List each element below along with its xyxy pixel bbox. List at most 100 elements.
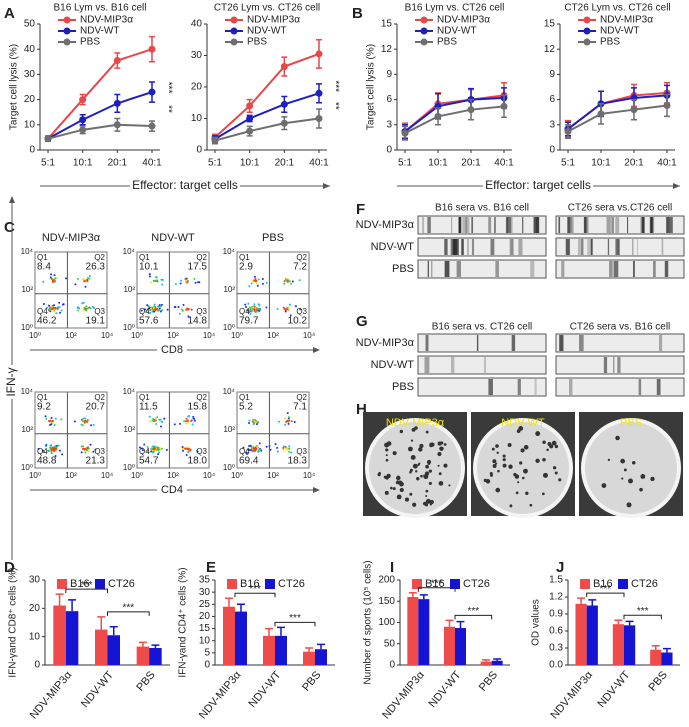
- quadrant-name: Q1: [139, 393, 150, 402]
- x-tick-label: 5:1: [208, 158, 222, 169]
- event-dot: [184, 447, 187, 450]
- event-dot: [86, 307, 89, 310]
- quadrant-value: 17.5: [188, 262, 208, 273]
- x-axis-label: Effector: target cells: [485, 178, 591, 192]
- x-tick-label: 20:1: [461, 158, 481, 169]
- event-dot: [249, 307, 252, 310]
- flow-x-label: CD8: [161, 344, 183, 356]
- event-dot: [249, 444, 252, 447]
- legend-label: CT26: [631, 578, 658, 590]
- y-tick-label: 10: [199, 635, 211, 646]
- event-dot: [65, 277, 68, 280]
- spot: [443, 443, 447, 446]
- event-dot: [187, 448, 190, 451]
- error-bar: [577, 597, 586, 604]
- chart-title: B16 Lym vs. CT26 cell: [405, 3, 505, 14]
- significance-bracket: [454, 614, 493, 620]
- legend-label: NDV-MIP3α: [247, 15, 300, 26]
- blot-band: [422, 217, 425, 233]
- point: [280, 119, 288, 127]
- blot-band: [461, 239, 464, 255]
- spot: [412, 502, 417, 507]
- event-dot: [157, 453, 160, 456]
- x-tick-label: 40:1: [657, 158, 677, 169]
- blot-band: [611, 217, 614, 233]
- event-dot: [148, 415, 151, 418]
- significance-bracket: [417, 587, 456, 592]
- legend-label: PBS: [80, 37, 100, 48]
- event-dot: [150, 307, 153, 310]
- spot: [554, 471, 558, 475]
- event-dot: [276, 446, 279, 449]
- event-dot: [140, 309, 143, 312]
- event-dot: [80, 418, 83, 421]
- spot: [392, 487, 396, 491]
- spot: [425, 430, 429, 434]
- y-tick-label: 10⁴: [123, 247, 136, 256]
- bar: [650, 649, 662, 665]
- point: [113, 57, 121, 65]
- event-dot: [60, 309, 63, 312]
- event-dot: [179, 282, 182, 285]
- spot: [601, 483, 607, 488]
- spot: [423, 474, 426, 477]
- quadrant-value: 10.1: [139, 262, 159, 273]
- event-dot: [94, 448, 97, 451]
- event-dot: [242, 446, 245, 449]
- spot: [440, 441, 444, 445]
- y-tick-label: 40: [191, 19, 203, 30]
- event-dot: [185, 420, 188, 423]
- blot-strip: [417, 237, 547, 257]
- event-dot: [152, 306, 155, 309]
- point: [246, 115, 254, 122]
- event-dot: [152, 417, 155, 420]
- y-tick-label: 10²: [21, 425, 33, 434]
- legend-label: B16: [70, 578, 90, 590]
- event-dot: [51, 448, 54, 451]
- event-dot: [160, 303, 163, 306]
- arrow-head: [9, 196, 15, 203]
- quadrant-name: Q1: [37, 393, 48, 402]
- y-tick-label: 30: [24, 69, 36, 80]
- event-dot: [55, 312, 58, 315]
- quadrant-value: 11.5: [139, 402, 158, 413]
- event-dot: [149, 420, 152, 423]
- panel-label: F: [356, 201, 365, 218]
- y-axis-label: IFN-γand CD4⁺ cells (%): [178, 567, 189, 677]
- blot-band: [603, 357, 608, 373]
- event-dot: [84, 307, 87, 310]
- x-axis-label: Effector: target cells: [132, 178, 238, 192]
- event-dot: [181, 449, 184, 452]
- label-bg: [157, 343, 187, 357]
- blot-band: [613, 261, 619, 277]
- event-dot: [149, 309, 152, 312]
- event-dot: [180, 279, 183, 282]
- x-tick-label: 10²: [267, 331, 279, 340]
- event-dot: [185, 453, 188, 456]
- event-dot: [76, 277, 79, 280]
- event-dot: [192, 415, 195, 418]
- point: [434, 112, 442, 120]
- event-dot: [248, 285, 251, 288]
- spot: [414, 426, 418, 430]
- spot: [508, 464, 513, 469]
- blot-band: [615, 239, 620, 255]
- blot-band: [465, 217, 470, 233]
- event-dot: [148, 273, 151, 276]
- x-tick-label: 10⁴: [203, 471, 216, 480]
- blot-band: [650, 217, 654, 233]
- event-dot: [254, 418, 257, 421]
- event-dot: [255, 423, 258, 426]
- quadrant-name: Q1: [239, 253, 250, 262]
- blot-strip: [417, 259, 547, 279]
- legend-label: NDV-WT: [247, 26, 286, 37]
- x-tick-label: PBS: [477, 669, 500, 694]
- significance-label: ***: [162, 82, 173, 94]
- blot-row-label: NDV-MIP3α: [356, 337, 415, 349]
- spot: [525, 491, 529, 496]
- error-bar: [97, 616, 106, 630]
- spot: [443, 463, 448, 468]
- blot-band: [590, 239, 593, 255]
- event-dot: [288, 450, 291, 453]
- event-dot: [146, 304, 149, 307]
